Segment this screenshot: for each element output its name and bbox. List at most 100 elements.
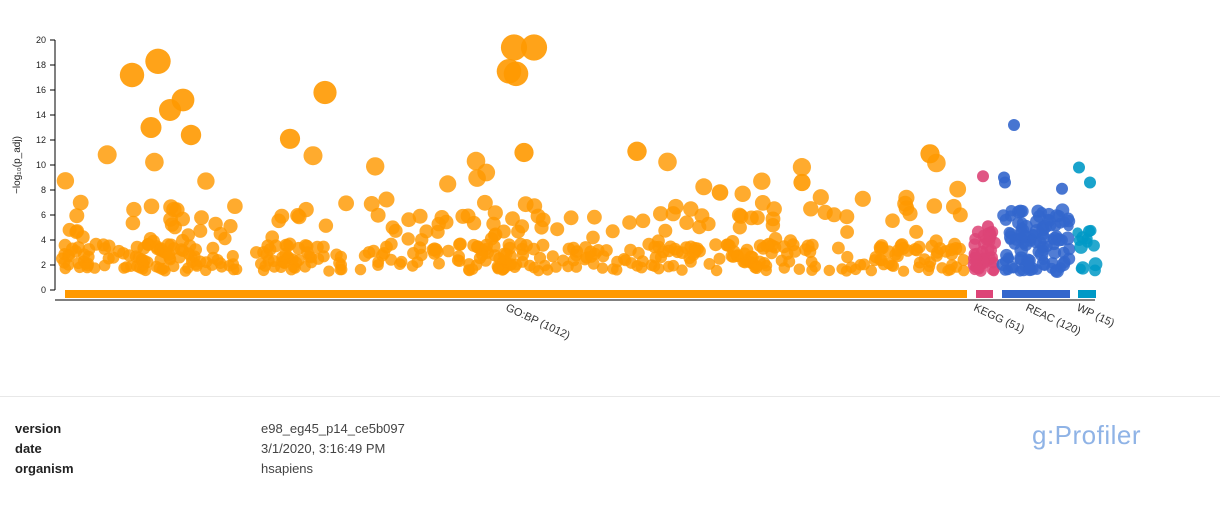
term-point[interactable]	[1023, 254, 1036, 267]
highlight-point[interactable]	[711, 184, 729, 201]
term-point[interactable]	[193, 223, 208, 238]
term-point[interactable]	[732, 220, 747, 235]
term-point[interactable]	[261, 239, 275, 253]
highlight-point[interactable]	[1056, 182, 1068, 195]
term-point[interactable]	[750, 210, 765, 226]
term-point[interactable]	[969, 233, 982, 245]
term-point[interactable]	[267, 255, 280, 267]
term-point[interactable]	[1073, 235, 1085, 246]
highlight-point[interactable]	[180, 124, 202, 146]
term-point[interactable]	[401, 212, 417, 228]
term-point[interactable]	[98, 242, 112, 256]
term-point[interactable]	[823, 264, 835, 277]
term-point[interactable]	[303, 146, 323, 166]
term-point[interactable]	[1060, 231, 1075, 246]
term-point[interactable]	[467, 238, 481, 252]
term-point[interactable]	[567, 254, 580, 267]
term-point[interactable]	[274, 208, 290, 224]
term-point[interactable]	[668, 198, 684, 215]
term-point[interactable]	[968, 251, 982, 266]
term-point[interactable]	[125, 215, 141, 231]
term-point[interactable]	[541, 264, 554, 276]
term-point[interactable]	[466, 263, 479, 275]
term-point[interactable]	[839, 209, 855, 225]
source-bar-kegg[interactable]	[976, 290, 993, 298]
term-point[interactable]	[809, 260, 821, 273]
term-point[interactable]	[502, 238, 516, 252]
term-point[interactable]	[980, 234, 991, 245]
term-point[interactable]	[931, 246, 944, 259]
term-point[interactable]	[125, 260, 137, 273]
term-point[interactable]	[1088, 257, 1103, 272]
term-point[interactable]	[788, 245, 802, 258]
term-point[interactable]	[744, 256, 757, 268]
term-point[interactable]	[429, 243, 443, 256]
term-point[interactable]	[910, 243, 924, 257]
term-point[interactable]	[453, 238, 467, 251]
term-point[interactable]	[654, 251, 668, 264]
term-point[interactable]	[69, 208, 85, 224]
term-point[interactable]	[335, 259, 348, 271]
term-point[interactable]	[753, 172, 771, 190]
term-point[interactable]	[415, 233, 429, 247]
term-point[interactable]	[354, 263, 367, 276]
highlight-point[interactable]	[500, 34, 528, 61]
term-point[interactable]	[301, 246, 314, 259]
term-point[interactable]	[1036, 207, 1048, 218]
term-point[interactable]	[76, 230, 90, 244]
term-point[interactable]	[579, 241, 592, 254]
term-point[interactable]	[587, 209, 602, 225]
term-point[interactable]	[62, 259, 75, 271]
term-point[interactable]	[378, 191, 395, 208]
highlight-point[interactable]	[145, 48, 171, 74]
term-point[interactable]	[942, 265, 954, 277]
term-point[interactable]	[530, 208, 546, 224]
highlight-point[interactable]	[119, 62, 145, 88]
term-point[interactable]	[793, 263, 805, 275]
source-bar-wp[interactable]	[1078, 290, 1096, 298]
highlight-point[interactable]	[313, 80, 337, 105]
term-point[interactable]	[279, 247, 292, 260]
term-point[interactable]	[388, 223, 403, 238]
highlight-point[interactable]	[140, 117, 162, 138]
term-point[interactable]	[635, 213, 651, 229]
highlight-point[interactable]	[514, 142, 534, 163]
highlight-point[interactable]	[982, 220, 994, 233]
term-point[interactable]	[527, 242, 541, 256]
term-point[interactable]	[317, 240, 330, 254]
term-point[interactable]	[1014, 253, 1026, 265]
term-point[interactable]	[841, 250, 854, 264]
term-point[interactable]	[143, 198, 160, 215]
source-bar-gobp[interactable]	[65, 290, 967, 298]
term-point[interactable]	[760, 239, 774, 253]
term-point[interactable]	[1048, 246, 1062, 260]
term-point[interactable]	[726, 235, 740, 249]
term-point[interactable]	[546, 250, 559, 263]
term-point[interactable]	[514, 219, 530, 234]
term-point[interactable]	[487, 205, 503, 221]
highlight-point[interactable]	[977, 170, 989, 183]
term-point[interactable]	[687, 248, 700, 261]
term-point[interactable]	[72, 194, 89, 211]
term-point[interactable]	[384, 237, 398, 251]
term-point[interactable]	[812, 189, 829, 206]
term-point[interactable]	[534, 220, 549, 235]
term-point[interactable]	[658, 152, 677, 172]
term-point[interactable]	[434, 210, 450, 225]
term-point[interactable]	[66, 242, 79, 256]
term-point[interactable]	[923, 260, 936, 273]
term-point[interactable]	[453, 255, 466, 267]
term-point[interactable]	[1043, 214, 1056, 227]
term-point[interactable]	[675, 246, 689, 259]
term-point[interactable]	[713, 252, 726, 265]
term-point[interactable]	[167, 220, 182, 235]
term-point[interactable]	[363, 196, 380, 212]
term-point[interactable]	[1055, 217, 1066, 229]
term-point[interactable]	[411, 256, 424, 268]
term-point[interactable]	[1048, 238, 1060, 251]
term-point[interactable]	[460, 208, 476, 224]
term-point[interactable]	[958, 264, 970, 277]
term-point[interactable]	[974, 265, 987, 277]
term-point[interactable]	[734, 185, 751, 202]
term-point[interactable]	[1055, 203, 1070, 218]
